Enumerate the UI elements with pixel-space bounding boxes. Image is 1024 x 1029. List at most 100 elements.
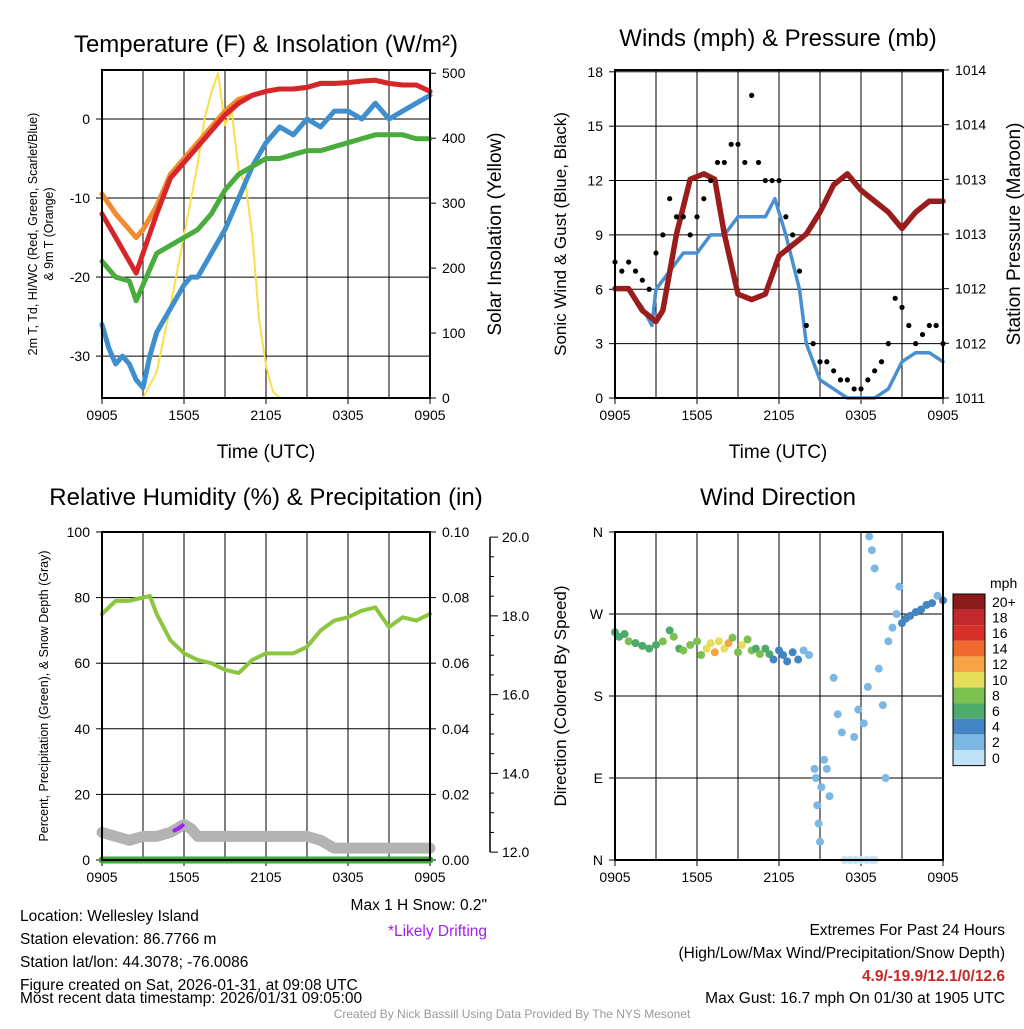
gust-point <box>913 341 919 347</box>
wind-direction-point <box>854 705 863 714</box>
gust-point <box>639 277 645 283</box>
wind-direction-point <box>892 610 901 618</box>
gust-point <box>769 177 775 184</box>
x-tick-label: 2105 <box>763 407 794 423</box>
wind-direction-point <box>816 837 824 846</box>
x-tick-label: 0905 <box>86 869 117 885</box>
colorbar-level-label: 20+ <box>992 594 1016 610</box>
gust-point <box>735 141 741 147</box>
gust-point <box>714 159 721 166</box>
wind-direction-point <box>788 648 797 657</box>
gust-point <box>926 322 932 329</box>
colorbar-swatch <box>953 750 985 766</box>
gust-point <box>687 232 693 238</box>
x-tick-label: 0305 <box>332 407 363 423</box>
x-tick-label: 1505 <box>681 407 712 423</box>
wind-direction-point <box>810 764 819 773</box>
wind-direction-point <box>624 637 633 646</box>
gust-point <box>776 177 782 184</box>
y2-tick-label: 1011 <box>955 390 985 406</box>
y-tick-label: 40 <box>74 721 90 737</box>
likely-drifting-line <box>172 823 185 833</box>
wind-direction-point <box>874 664 883 673</box>
y-tick-label: 0 <box>82 111 90 127</box>
gust-point <box>810 341 816 347</box>
x-tick-label: 2105 <box>250 407 281 423</box>
gust-point <box>673 214 680 220</box>
wind-direction-point <box>714 637 723 646</box>
gust-point <box>885 341 891 347</box>
x-tick-label: 0905 <box>927 407 958 423</box>
wind-direction-point <box>679 646 688 655</box>
y2-tick-label: 200 <box>442 260 466 276</box>
winds-xlabel: Time (UTC) <box>729 442 828 463</box>
wind-direction-point <box>638 641 647 650</box>
wind-direction-point <box>865 532 874 541</box>
wind-direction-point <box>645 644 654 653</box>
x-tick-label: 0305 <box>845 869 876 885</box>
wind-direction-point <box>813 801 822 810</box>
winds-plot: 0 3 6 9 12 15 18 1011 1012 1012 1013 1013 1014 1014 09… <box>587 62 986 423</box>
y2-tick-label: 0.10 <box>442 524 469 540</box>
gust-point <box>667 196 673 202</box>
wind-direction-point <box>814 819 823 828</box>
colorbar-level-label: 10 <box>992 672 1008 688</box>
wind-direction-point <box>669 632 678 641</box>
y3-tick-label: 16.0 <box>502 687 529 703</box>
wind-direction-point <box>833 710 842 719</box>
wind-direction-point <box>884 637 893 646</box>
gust-point <box>803 322 809 329</box>
credit-text: Created By Nick Bassill Using Data Provi… <box>334 1007 691 1021</box>
gust-point <box>899 304 905 310</box>
gust-point <box>653 250 659 256</box>
colorbar-swatch <box>953 687 985 704</box>
x-tick-label: 0905 <box>599 869 630 885</box>
winds-chart-title: Winds (mph) & Pressure (mb) <box>619 25 936 52</box>
wind-direction-point <box>870 564 879 573</box>
wind-direction-point <box>738 640 747 649</box>
wind-direction-point <box>710 648 719 657</box>
wind-direction-point <box>724 639 733 648</box>
y-tick-label: -10 <box>70 190 90 206</box>
y3-tick-label: 18.0 <box>502 608 529 624</box>
winds-ylabel: Sonic Wind & Gust (Blue, Black) <box>551 112 570 356</box>
wind-direction-point <box>686 640 695 649</box>
gust-point <box>851 386 857 392</box>
y-tick-label: 12 <box>587 173 603 189</box>
gust-point <box>919 331 926 338</box>
gust-point <box>680 214 686 220</box>
station-location: Location: Wellesley Island <box>20 908 199 925</box>
gust-point <box>872 368 878 374</box>
temperature-ylabel-line2: & 9m T (Orange) <box>42 187 56 280</box>
gust-point <box>783 214 789 220</box>
y3-tick-label: 12.0 <box>502 844 529 860</box>
y2-tick-label: 1013 <box>955 171 986 187</box>
y-tick-label: 0 <box>595 390 603 406</box>
gust-point <box>844 377 850 383</box>
wind-direction-point <box>734 648 742 657</box>
station-pressure-line <box>612 171 946 325</box>
gust-point <box>933 322 939 329</box>
wind-direction-point <box>693 637 701 646</box>
station-elevation: Station elevation: 86.7766 m <box>20 931 216 948</box>
wind-direction-point <box>888 623 897 632</box>
y-tick-label: 3 <box>595 336 603 352</box>
winds-y2label: Station Pressure (Maroon) <box>1004 123 1024 346</box>
wind-direction-point <box>850 733 859 741</box>
gust-point <box>626 259 632 265</box>
gust-point <box>796 268 803 274</box>
colorbar-swatch <box>953 594 985 610</box>
colorbar-level-label: 12 <box>992 656 1008 672</box>
snow-depth-line <box>96 819 436 854</box>
x-tick-label: 0905 <box>927 869 958 885</box>
max-snow-note: Max 1 H Snow: 0.2" <box>351 897 487 914</box>
station-latlon: Station lat/lon: 44.3078; -76.0086 <box>20 954 248 971</box>
wind-direction-point <box>837 728 846 737</box>
gust-point <box>742 159 748 166</box>
2m-temperature-line <box>99 77 433 276</box>
wind-direction-point <box>829 673 838 682</box>
gust-point <box>708 177 714 184</box>
wind-direction-point <box>881 774 890 782</box>
wind-direction-point <box>933 591 942 600</box>
